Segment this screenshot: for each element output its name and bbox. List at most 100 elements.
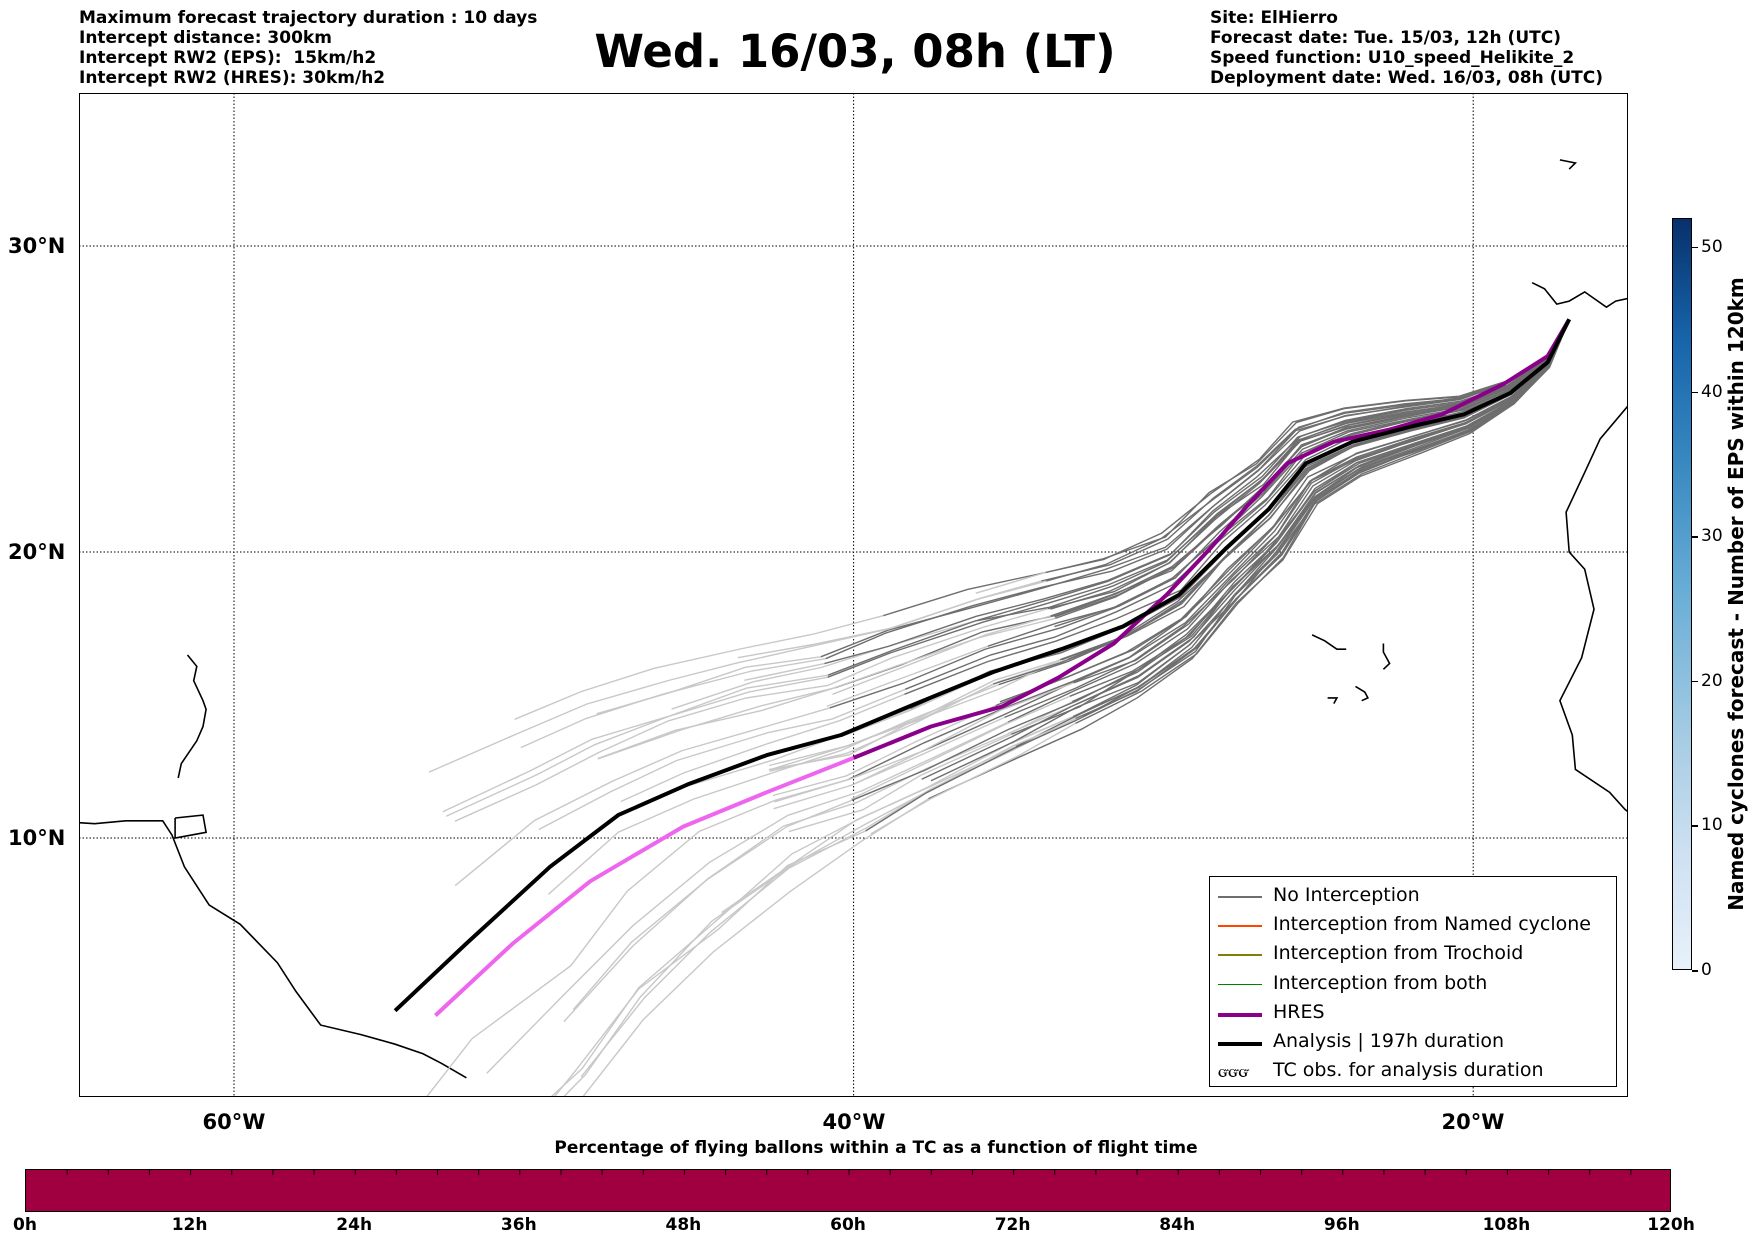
site-info-line: Speed function: U10_speed_Helikite_2 <box>1210 48 1575 68</box>
ensemble-track-late <box>744 662 825 681</box>
parameter-line: Maximum forecast trajectory duration : 1… <box>79 8 538 28</box>
ensemble-track-late <box>597 687 836 760</box>
legend-item: No Interception <box>1210 882 1616 911</box>
time-bar-title: Percentage of flying ballons within a TC… <box>554 1138 1198 1158</box>
africa-coast <box>1559 404 1628 813</box>
latitude-label: 30°N <box>8 234 66 258</box>
legend-item: HRES <box>1210 999 1616 1028</box>
colorbar-tick <box>1692 825 1698 827</box>
legend-item: Analysis | 197h duration <box>1210 1028 1616 1057</box>
ensemble-track <box>865 319 1570 832</box>
ensemble-track <box>1072 319 1570 718</box>
ensemble-track <box>999 319 1570 703</box>
ensemble-track <box>1073 319 1570 684</box>
latitude-label: 10°N <box>8 826 66 850</box>
ensemble-track <box>920 319 1570 753</box>
colorbar-tick <box>1692 536 1698 538</box>
ensemble-track-late <box>538 688 906 831</box>
ensemble-track-late <box>773 682 1074 810</box>
ensemble-track-late <box>547 684 999 895</box>
parameter-line: Intercept distance: 300km <box>79 28 332 48</box>
legend-label: Interception from Named cyclone <box>1273 913 1591 936</box>
ensemble-track-late <box>581 798 929 1097</box>
ensemble-track-late <box>851 695 1070 800</box>
legend-swatch <box>1218 1042 1262 1046</box>
legend-item: ᏻᏻᏻ TC obs. for analysis duration <box>1210 1057 1616 1086</box>
ensemble-track-late <box>520 658 826 749</box>
ensemble-track <box>1054 319 1570 620</box>
ensemble-track-late <box>563 701 1073 1023</box>
longitude-label: 40°W <box>822 1110 886 1134</box>
time-bar-label: 24h <box>336 1215 373 1235</box>
ensemble-track-late <box>514 615 884 720</box>
cape-verde-a <box>1311 634 1347 650</box>
ensemble-track-late <box>562 716 1084 1097</box>
ensemble-track <box>995 319 1570 707</box>
ensemble-track-late <box>737 580 1047 659</box>
time-bar-label: 12h <box>171 1215 208 1235</box>
ensemble-track-late <box>553 830 866 1097</box>
ensemble-track-late <box>442 676 828 813</box>
colorbar-tick <box>1692 680 1698 683</box>
site-info-line: Deployment date: Wed. 16/03, 08h (UTC) <box>1210 68 1604 88</box>
colorbar-tick-label: 20 <box>1701 670 1723 691</box>
ensemble-track-late <box>597 617 1056 760</box>
main-trajectories <box>393 318 1571 1017</box>
ensemble-track-late <box>671 619 979 710</box>
ensemble-track-late <box>454 608 1049 822</box>
canary-islands <box>1531 281 1628 309</box>
legend-label: Analysis | 197h duration <box>1273 1030 1505 1052</box>
antilles-arc <box>177 654 207 779</box>
time-bar-label: 48h <box>665 1215 702 1235</box>
ensemble-track-late <box>772 704 997 797</box>
ensemble-track <box>1076 319 1570 705</box>
ensemble-track-late <box>774 751 922 803</box>
ensemble-track <box>1007 319 1570 723</box>
hres-track-late <box>434 756 855 1017</box>
colorbar-tick-label: 0 <box>1701 960 1712 980</box>
madeira <box>1559 159 1578 170</box>
ensemble-track-late <box>572 799 853 1011</box>
colorbar-tick-label: 50 <box>1701 236 1723 257</box>
cape-verde-b <box>1355 685 1370 702</box>
ensemble-track-late <box>850 716 1005 787</box>
map-canvas <box>79 93 1628 1097</box>
legend-label: No Interception <box>1273 884 1420 906</box>
ensemble-track <box>825 319 1570 660</box>
cape-verde-d <box>1327 697 1339 704</box>
ensemble-track <box>904 319 1570 690</box>
time-bar-label: 84h <box>1159 1215 1196 1235</box>
time-bar-label: 36h <box>500 1215 537 1235</box>
ensemble-track <box>1045 319 1570 574</box>
colorbar-tick <box>1692 391 1698 394</box>
cyclone-count-colorbar <box>1672 218 1692 970</box>
analysis-track <box>393 318 1571 1013</box>
site-info-line: Forecast date: Tue. 15/03, 12h (UTC) <box>1210 28 1561 48</box>
longitude-label: 60°W <box>202 1110 266 1134</box>
ensemble-track-late <box>549 715 1074 1097</box>
ensemble-track-late <box>454 707 830 887</box>
colorbar-tick-label: 30 <box>1701 526 1723 547</box>
ensemble-track <box>1069 319 1570 697</box>
ensemble-track <box>1050 319 1570 610</box>
legend-item: Interception from Trochoid <box>1210 940 1616 969</box>
ensemble-track-late <box>721 745 1017 914</box>
forecast-parameters: Maximum forecast trajectory duration : 1… <box>79 8 537 88</box>
time-bar-label: 108h <box>1482 1215 1531 1235</box>
ensemble-track <box>992 319 1570 685</box>
ensemble-track <box>921 319 1570 780</box>
ensemble-track-late <box>445 674 829 817</box>
legend-label: TC obs. for analysis duration <box>1273 1059 1544 1082</box>
parameter-line: Intercept RW2 (HRES): 30km/h2 <box>79 68 386 88</box>
latitude-label: 20°N <box>8 540 66 564</box>
legend-label: Interception from Trochoid <box>1273 942 1524 965</box>
ensemble-track-late <box>870 722 1076 835</box>
ensemble-track-late <box>425 779 848 1097</box>
ensemble-track-late <box>769 683 994 772</box>
time-bar-label: 60h <box>830 1215 866 1235</box>
legend-swatch <box>1218 925 1262 927</box>
trajectory-map[interactable] <box>79 93 1628 1097</box>
ensemble-track-late <box>788 733 1012 833</box>
ensemble-track-late <box>580 717 1076 1078</box>
legend-swatch <box>1218 954 1262 956</box>
